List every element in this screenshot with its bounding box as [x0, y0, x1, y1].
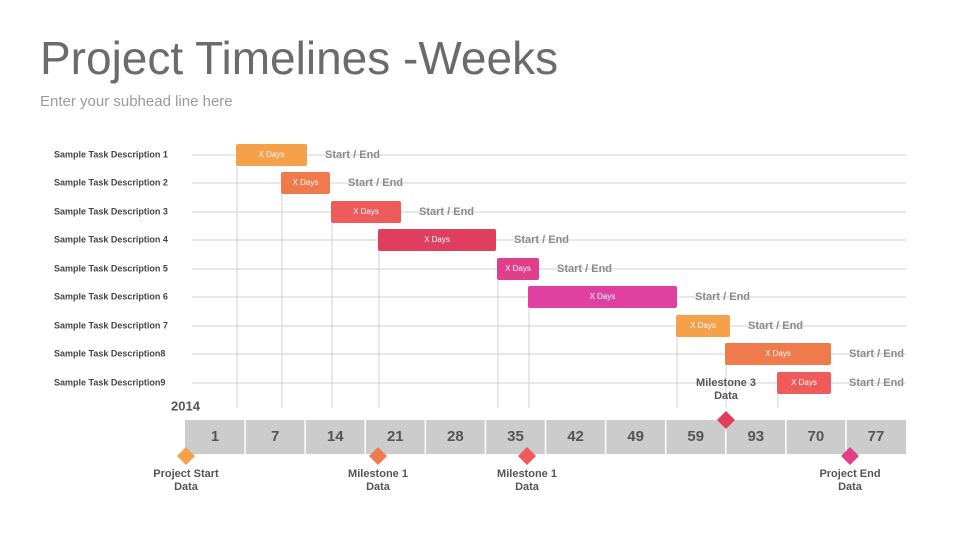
- week-label: 70: [808, 428, 825, 445]
- subtitle: Enter your subhead line here: [40, 93, 233, 110]
- year: 2014: [171, 398, 201, 413]
- task-note: Start / End: [419, 206, 474, 218]
- milestone-label: Data: [515, 481, 540, 493]
- milestone-marker: [717, 411, 735, 429]
- week-label: 7: [271, 428, 279, 445]
- bar-label: X Days: [505, 264, 531, 273]
- bar-label: X Days: [690, 321, 716, 330]
- milestone-marker: [841, 447, 859, 465]
- task-bar: [378, 229, 496, 251]
- task-bar: [497, 258, 539, 280]
- task-note: Start / End: [348, 177, 403, 189]
- week-label: 49: [627, 428, 644, 445]
- bar-label: X Days: [765, 349, 791, 358]
- milestone-label: Milestone 3: [696, 377, 756, 389]
- milestone-label: Project Start: [153, 468, 219, 480]
- bar-label: X Days: [590, 292, 616, 301]
- task-note: Start / End: [557, 263, 612, 275]
- task-bar: [331, 201, 401, 223]
- title: Project Timelines -Weeks: [40, 32, 558, 84]
- task-bar: [777, 372, 831, 394]
- week-label: 59: [687, 428, 704, 445]
- milestone-label: Milestone 1: [497, 468, 557, 480]
- task-label: Sample Task Description 2: [54, 177, 168, 187]
- milestone-marker: [177, 447, 195, 465]
- task-bar: [725, 343, 831, 365]
- week-label: 1: [211, 428, 219, 445]
- bar-label: X Days: [293, 178, 319, 187]
- bar-label: X Days: [259, 150, 285, 159]
- task-bar: [236, 144, 307, 166]
- milestone-label: Data: [838, 481, 863, 493]
- milestone-label: Data: [714, 390, 739, 402]
- milestone-label: Milestone 1: [348, 468, 408, 480]
- task-label: Sample Task Description 6: [54, 291, 168, 301]
- task-label: Sample Task Description 7: [54, 320, 168, 330]
- week-label: 93: [747, 428, 764, 445]
- milestone-label: Project End: [819, 468, 880, 480]
- task-label: Sample Task Description 3: [54, 206, 168, 216]
- week-label: 21: [387, 428, 404, 445]
- week-label: 77: [868, 428, 885, 445]
- task-note: Start / End: [849, 348, 904, 360]
- task-note: Start / End: [748, 320, 803, 332]
- task-label: Sample Task Description 1: [54, 149, 168, 159]
- task-bar: [528, 286, 677, 308]
- task-note: Start / End: [514, 234, 569, 246]
- task-bar: [676, 315, 730, 337]
- week-label: 42: [567, 428, 584, 445]
- week-label: 35: [507, 428, 524, 445]
- task-label: Sample Task Description 4: [54, 234, 168, 244]
- task-label: Sample Task Description9: [54, 377, 165, 387]
- task-note: Start / End: [325, 149, 380, 161]
- bar-label: X Days: [424, 235, 450, 244]
- task-note: Start / End: [695, 291, 750, 303]
- task-bar: [281, 172, 330, 194]
- week-label: 28: [447, 428, 464, 445]
- milestone-marker: [369, 447, 387, 465]
- milestone-marker: [518, 447, 536, 465]
- milestone-label: Data: [174, 481, 199, 493]
- task-label: Sample Task Description 5: [54, 263, 168, 273]
- week-label: 14: [327, 428, 344, 445]
- bar-label: X Days: [353, 207, 379, 216]
- bar-label: X Days: [791, 378, 817, 387]
- task-note: Start / End: [849, 377, 904, 389]
- task-label: Sample Task Description8: [54, 348, 165, 358]
- milestone-label: Data: [366, 481, 391, 493]
